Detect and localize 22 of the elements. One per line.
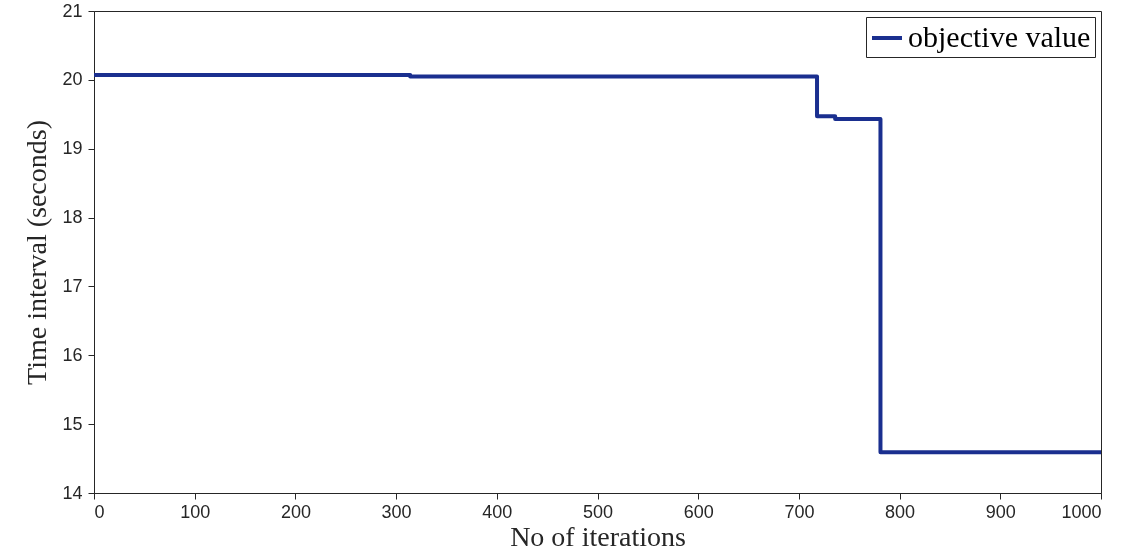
x-tick-label: 0: [94, 501, 105, 522]
x-tick-label: 900: [985, 501, 1016, 522]
x-tick-label: 700: [784, 501, 815, 522]
x-tick-label: 400: [482, 501, 513, 522]
legend-label: objective value: [908, 20, 1091, 53]
x-tick-label: 800: [885, 501, 916, 522]
y-tick-label: 19: [62, 138, 83, 159]
y-tick-label: 17: [62, 275, 83, 296]
y-tick-label: 21: [62, 0, 83, 21]
y-tick-label: 20: [62, 69, 83, 90]
x-tick-label: 200: [280, 501, 311, 522]
x-tick-label: 300: [381, 501, 412, 522]
x-tick-label: 100: [180, 501, 211, 522]
y-tick-label: 15: [62, 413, 83, 434]
x-tick-label: 500: [582, 501, 614, 522]
x-axis-title: No of iterations: [510, 520, 686, 552]
y-tick-label: 18: [62, 207, 83, 228]
x-tick-label: 600: [683, 501, 714, 522]
y-tick-label: 14: [62, 482, 83, 503]
y-tick-label: 16: [62, 344, 83, 365]
x-tick-label: 1000: [1061, 501, 1102, 522]
y-axis-title: Time interval (seconds): [21, 120, 53, 385]
